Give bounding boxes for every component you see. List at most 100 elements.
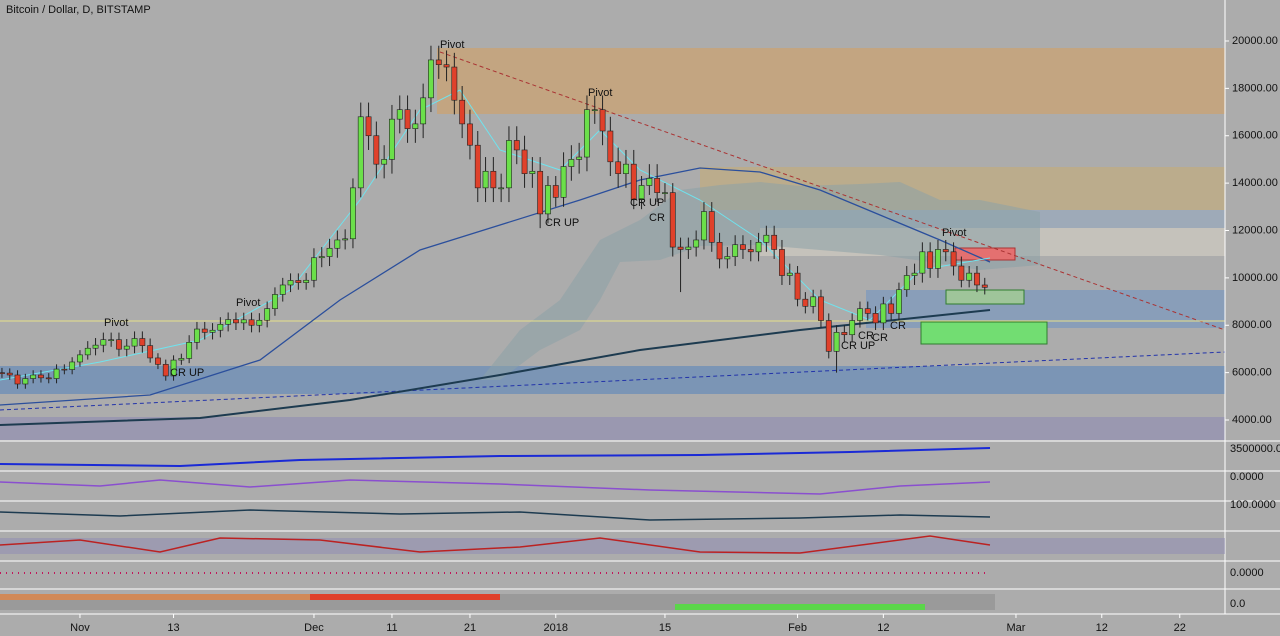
candle-body xyxy=(482,170,489,189)
y-tick-label: 6000.00 xyxy=(1232,367,1272,379)
annotation: CR UP xyxy=(545,217,579,229)
candle-body xyxy=(864,308,871,314)
candle-body xyxy=(233,319,239,324)
x-tick-label: Dec xyxy=(304,622,324,634)
candle-body xyxy=(303,279,310,283)
annotation: CR UP xyxy=(841,340,875,352)
candle-body xyxy=(162,364,169,377)
x-tick-label: 13 xyxy=(167,622,179,634)
candle-body xyxy=(615,161,622,174)
candle-body xyxy=(810,296,817,307)
candle-body xyxy=(911,272,918,276)
candle-body xyxy=(373,135,380,165)
annotation: Pivot xyxy=(440,39,464,51)
candle-body xyxy=(716,242,723,260)
y-tick-label: 4000.00 xyxy=(1232,414,1272,426)
candle-body xyxy=(935,249,941,269)
candle-body xyxy=(732,244,739,257)
candle-body xyxy=(194,328,200,343)
annotation: Pivot xyxy=(588,87,612,99)
candle-body xyxy=(139,338,146,346)
candle-body xyxy=(506,140,512,189)
candle-body xyxy=(264,308,271,321)
candle-body xyxy=(178,358,185,361)
annotation: CR UP xyxy=(170,367,204,379)
candle-body xyxy=(6,372,13,376)
candle-body xyxy=(295,280,302,283)
candle-body xyxy=(584,109,590,158)
indicator-band xyxy=(0,538,1225,554)
candle-body xyxy=(607,130,614,163)
candle-body xyxy=(287,280,294,286)
moving-average xyxy=(0,89,991,381)
indicator-lines xyxy=(0,447,1225,610)
candle-body xyxy=(560,166,567,198)
candle-body xyxy=(30,374,37,379)
candle-body xyxy=(623,163,629,174)
candle-body xyxy=(919,251,926,274)
candle-body xyxy=(685,246,692,250)
candle-body xyxy=(599,109,606,132)
candle-body xyxy=(53,368,60,379)
y-tick-label: 18000.00 xyxy=(1232,82,1278,94)
annotations: Pivot Pivot Pivot Pivot Pivot CR UP CR U… xyxy=(104,39,966,379)
candle-body xyxy=(974,272,980,286)
candle-body xyxy=(272,294,278,309)
x-tick-label: Feb xyxy=(788,622,807,634)
annotation: CR xyxy=(649,212,665,224)
x-tick-label: 2018 xyxy=(544,622,568,634)
candle-body xyxy=(248,319,255,326)
candle-body xyxy=(880,303,887,324)
panel-label: 100.0000 xyxy=(1230,499,1276,511)
candle-body xyxy=(779,249,785,276)
candle-body xyxy=(981,284,988,288)
candle-body xyxy=(435,59,442,65)
indicator-band xyxy=(310,594,500,600)
candle-body xyxy=(116,339,122,350)
candle-body xyxy=(381,159,388,165)
candle-body xyxy=(669,192,676,248)
candle-body xyxy=(825,320,832,352)
candle-body xyxy=(350,187,356,240)
cloud xyxy=(480,182,1040,380)
annotation: Pivot xyxy=(236,297,260,309)
candle-body xyxy=(123,345,130,350)
candle-body xyxy=(225,319,232,325)
candle-body xyxy=(740,244,746,250)
candle-body xyxy=(490,170,497,189)
candle-body xyxy=(100,339,107,346)
candle-body xyxy=(22,378,29,385)
y-tick-label: 14000.00 xyxy=(1232,177,1278,189)
x-tick-label: 12 xyxy=(1096,622,1108,634)
candle-body xyxy=(147,345,154,359)
y-tick-label: 10000.00 xyxy=(1232,272,1278,284)
candle-body xyxy=(888,303,895,314)
candle-body xyxy=(802,298,809,307)
candle-body xyxy=(857,308,863,321)
annotation: Pivot xyxy=(942,227,966,239)
candles xyxy=(0,45,988,389)
candle-body xyxy=(903,275,910,291)
panel-label: 0.0000 xyxy=(1230,471,1264,483)
candle-body xyxy=(217,324,224,331)
y-tick-label: 8000.00 xyxy=(1232,319,1272,331)
candle-body xyxy=(420,97,427,125)
candle-body xyxy=(326,247,333,257)
y-tick-label: 12000.00 xyxy=(1232,224,1278,236)
candle-body xyxy=(677,246,684,250)
candle-body xyxy=(872,313,879,324)
indicator-band xyxy=(0,594,310,600)
candle-body xyxy=(357,116,364,189)
x-tick-label: 11 xyxy=(386,622,397,634)
candle-body xyxy=(833,332,840,352)
candle-body xyxy=(412,123,419,129)
zone xyxy=(954,247,1016,261)
candle-body xyxy=(404,109,411,129)
annotation: CR xyxy=(890,320,906,332)
candle-body xyxy=(958,265,965,281)
indicator-line xyxy=(0,479,991,495)
candle-body xyxy=(474,144,481,189)
candle-body xyxy=(638,185,645,200)
candle-body xyxy=(209,329,216,333)
